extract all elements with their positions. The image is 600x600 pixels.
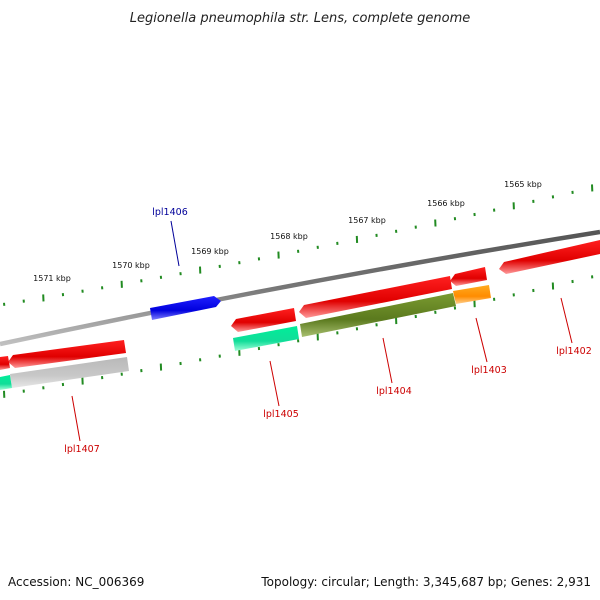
genome-backbone: [0, 229, 600, 347]
accession-text: Accession: NC_006369: [8, 575, 144, 589]
gene-lpl1404-forward[interactable]: [299, 276, 452, 318]
leader-lpl1406: [170, 220, 180, 267]
gene-label-lpl1406[interactable]: lpl1406: [152, 207, 188, 218]
inner-scale-track: [3, 275, 594, 398]
leader-lpl1404: [382, 337, 393, 384]
leader-lpl1407: [71, 395, 81, 442]
leader-lpl1405: [269, 360, 280, 407]
cog-band-lpl1404: [300, 293, 456, 337]
gene-label-lpl1405[interactable]: lpl1405: [263, 409, 299, 420]
cog-band-lpl1407: [10, 357, 129, 388]
gene-fragment-left[interactable]: [0, 356, 10, 370]
scale-label-1569: 1569 kbp: [191, 247, 229, 256]
gene-label-lpl1403[interactable]: lpl1403: [471, 365, 507, 376]
scale-label-1566: 1566 kbp: [427, 199, 465, 208]
gene-lpl1405-forward[interactable]: [231, 308, 296, 332]
gene-label-lpl1402[interactable]: lpl1402: [556, 346, 592, 357]
gene-lpl1403-forward[interactable]: [450, 267, 487, 286]
gene-label-lpl1407[interactable]: lpl1407: [64, 444, 100, 455]
map-title: Legionella pneumophila str. Lens, comple…: [130, 11, 471, 26]
gene-lpl1406[interactable]: [150, 296, 221, 320]
gene-lpl1407-forward[interactable]: [8, 340, 126, 368]
genome-summary-text: Topology: circular; Length: 3,345,687 bp…: [260, 575, 591, 589]
cog-band-left: [0, 375, 12, 390]
outer-scale-track: [3, 184, 594, 306]
gene-label-lpl1404[interactable]: lpl1404: [376, 386, 412, 397]
gene-lpl1402-forward[interactable]: [499, 240, 600, 274]
cog-band-lpl1405: [233, 326, 299, 351]
scale-label-1565: 1565 kbp: [504, 180, 542, 189]
scale-label-1570: 1570 kbp: [112, 261, 150, 270]
leader-lpl1403: [475, 317, 488, 363]
leader-lpl1402: [560, 297, 573, 344]
scale-label-1571: 1571 kbp: [33, 274, 71, 283]
scale-label-1567: 1567 kbp: [348, 216, 386, 225]
scale-label-1568: 1568 kbp: [270, 232, 308, 241]
cog-band-lpl1403: [453, 285, 491, 304]
